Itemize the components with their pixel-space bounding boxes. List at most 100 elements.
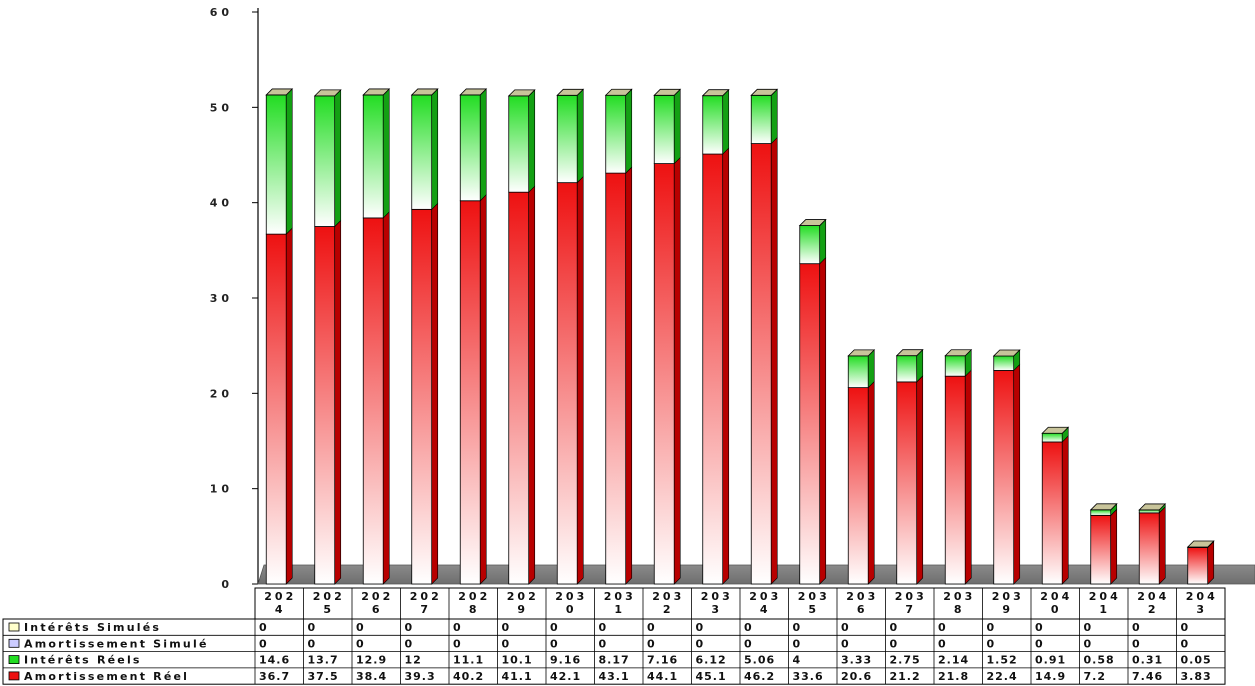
bar-amortissement-reel-side xyxy=(1110,508,1118,585)
bar-amortissement-reel-side xyxy=(479,194,487,585)
data-label: 2.14 xyxy=(938,654,969,667)
data-label: 14.9 xyxy=(1035,670,1066,683)
bar-amortissement-reel xyxy=(847,387,869,585)
bar-stack xyxy=(362,88,391,585)
y-tick-label: 0 xyxy=(221,578,233,591)
bar-top-cap xyxy=(362,88,391,96)
x-tick-label: 203 xyxy=(895,590,927,603)
x-tick-label-line2: 5 xyxy=(808,603,819,616)
data-label: 0 xyxy=(890,637,899,650)
bar-stack xyxy=(750,88,779,585)
bar-amortissement-reel xyxy=(896,381,918,585)
bar-interets-reels xyxy=(265,94,287,235)
bar-interets-reels-side xyxy=(625,88,633,174)
data-label: 0 xyxy=(308,637,317,650)
bar-top-cap xyxy=(313,89,342,97)
data-label: 45.1 xyxy=(696,670,727,683)
data-label: 0.31 xyxy=(1132,654,1163,667)
x-tick-label: 204 xyxy=(1137,590,1169,603)
data-label: 0 xyxy=(647,621,656,634)
x-tick-label: 204 xyxy=(1186,590,1218,603)
y-tick-label: 30 xyxy=(210,292,233,305)
bar-stack xyxy=(895,348,924,585)
x-tick-label: 202 xyxy=(458,590,490,603)
bar-stack xyxy=(1186,540,1215,585)
x-tick-label: 202 xyxy=(410,590,442,603)
bar-top-cap xyxy=(507,89,536,97)
bar-amortissement-reel-side xyxy=(673,156,681,585)
data-label: 0 xyxy=(453,621,462,634)
bar-interets-reels xyxy=(411,94,433,210)
data-label: 6.12 xyxy=(696,654,727,667)
data-label: 13.7 xyxy=(308,654,339,667)
bar-stack xyxy=(944,349,973,585)
bar-amortissement-reel-side xyxy=(625,166,633,585)
data-label: 0 xyxy=(647,637,656,650)
data-label: 0 xyxy=(1132,637,1141,650)
data-label: 0 xyxy=(1132,621,1141,634)
data-label: 14.6 xyxy=(259,654,290,667)
data-label: 0 xyxy=(405,621,414,634)
legend-label: Amortissement Réel xyxy=(24,670,189,683)
data-label: 0 xyxy=(987,621,996,634)
data-label: 0 xyxy=(308,621,317,634)
bar-top-cap xyxy=(459,88,488,96)
data-label: 0 xyxy=(938,637,947,650)
bar-amortissement-reel-side xyxy=(528,185,536,585)
data-label: 0 xyxy=(890,621,899,634)
bar-amortissement-reel-side xyxy=(964,369,972,585)
x-tick-label: 203 xyxy=(652,590,684,603)
x-tick-label-line2: 7 xyxy=(420,603,431,616)
legend-swatch xyxy=(8,622,20,632)
bar-amortissement-reel xyxy=(362,217,384,585)
x-tick-label-line2: 8 xyxy=(954,603,965,616)
bar-interets-reels-side xyxy=(673,88,681,165)
data-label: 8.17 xyxy=(599,654,630,667)
bar-amortissement-reel-side xyxy=(819,256,827,585)
x-tick-label: 203 xyxy=(943,590,975,603)
bar-top-cap xyxy=(798,219,827,226)
bar-amortissement-reel xyxy=(556,182,578,585)
data-label: 3.33 xyxy=(841,654,872,667)
data-label: 38.4 xyxy=(356,670,387,683)
data-label: 0 xyxy=(1035,621,1044,634)
bar-top-cap xyxy=(1089,503,1118,511)
bar-stack xyxy=(847,349,876,585)
data-label: 40.2 xyxy=(453,670,484,683)
x-tick-label-line2: 8 xyxy=(469,603,480,616)
data-label: 2.75 xyxy=(890,654,921,667)
bar-top-cap xyxy=(265,88,294,96)
data-label: 0 xyxy=(599,621,608,634)
x-tick-label: 203 xyxy=(604,590,636,603)
data-label: 1.52 xyxy=(987,654,1018,667)
legend-swatch xyxy=(8,655,20,664)
x-tick-label: 202 xyxy=(507,590,539,603)
bar-stack xyxy=(459,88,488,585)
data-label: 42.1 xyxy=(550,670,581,683)
data-label: 0 xyxy=(1035,637,1044,650)
x-tick-label: 202 xyxy=(313,590,345,603)
bar-amortissement-reel-side xyxy=(1158,506,1166,585)
bar-top-cap xyxy=(556,88,585,96)
bar-amortissement-reel xyxy=(750,143,772,585)
data-label: 0 xyxy=(841,621,850,634)
bar-amortissement-reel xyxy=(411,208,433,585)
bar-top-cap xyxy=(410,88,439,96)
bar-amortissement-reel-side xyxy=(1013,363,1021,585)
data-label: 20.6 xyxy=(841,670,872,683)
x-tick-label-line2: 9 xyxy=(1002,603,1013,616)
x-tick-label: 203 xyxy=(555,590,587,603)
y-tick-label: 60 xyxy=(210,6,233,19)
legend-label: Amortissement Simulé xyxy=(24,637,209,650)
x-tick-label-line2: 0 xyxy=(566,603,577,616)
data-label: 0 xyxy=(356,621,365,634)
bar-amortissement-reel-side xyxy=(334,219,342,585)
bar-top-cap xyxy=(1138,503,1167,511)
legend-label: Intérêts Simulés xyxy=(24,621,161,634)
bars-group xyxy=(265,88,1215,585)
data-label: 12 xyxy=(405,654,422,667)
bar-interets-reels xyxy=(314,95,336,227)
bar-stack xyxy=(604,88,633,585)
x-tick-label: 204 xyxy=(1089,590,1121,603)
